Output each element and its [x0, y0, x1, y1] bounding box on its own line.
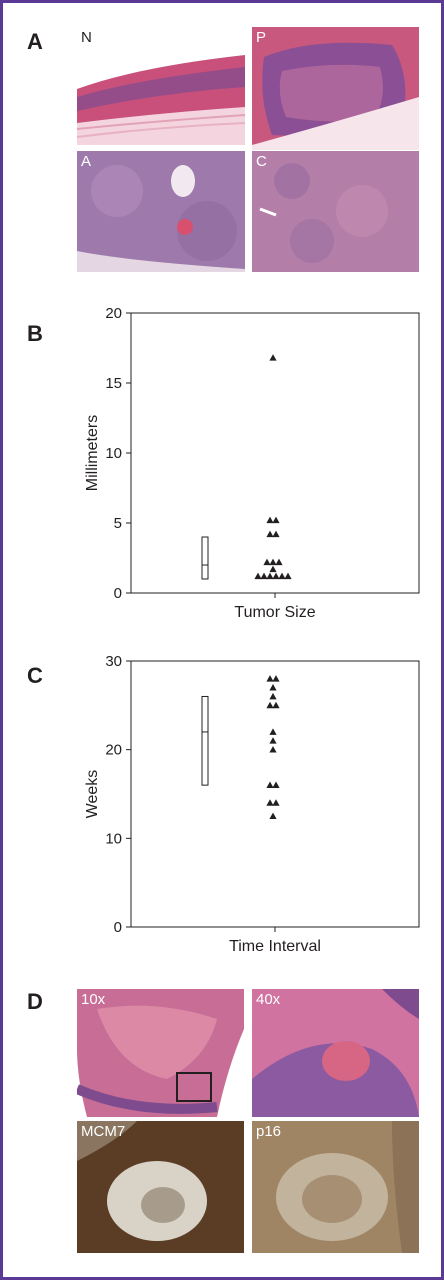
data-point	[275, 558, 283, 566]
time-interval-chart: 0 10 20 30 Time Interval Weeks	[84, 653, 420, 955]
micrograph-label: MCM7	[81, 1123, 126, 1140]
y-tick-label: 0	[114, 919, 122, 936]
micrograph-d-mcm7: MCM7	[77, 1121, 244, 1253]
data-point	[272, 799, 280, 806]
micrograph-d-10x-image	[77, 989, 244, 1117]
x-axis-label: Time Interval	[229, 938, 321, 955]
data-point	[269, 354, 277, 361]
micrograph-label: A	[81, 153, 92, 170]
data-point	[266, 781, 274, 789]
y-tick-label: 0	[114, 585, 122, 602]
data-point	[269, 692, 277, 700]
y-tick-label: 20	[105, 742, 122, 759]
micrograph-d-mcm7-image	[77, 1121, 244, 1253]
data-point	[272, 516, 280, 524]
x-axis-label: Tumor Size	[234, 604, 315, 621]
tumor-size-chart: 0 5 10 15 20 Tumor Size Millimeters	[84, 305, 420, 621]
range-box	[201, 695, 209, 786]
micrograph-a-papilloma-image	[252, 27, 419, 150]
micrograph-d-p16-image	[252, 1121, 419, 1253]
data-point	[266, 516, 274, 524]
data-point	[269, 737, 277, 744]
y-tick-label: 10	[105, 830, 122, 847]
panel-c-letter: C	[27, 663, 43, 688]
micrograph-a-normal: N	[77, 27, 245, 145]
micrograph-a-atypical-image	[77, 151, 245, 272]
micrograph-label: p16	[256, 1123, 282, 1140]
panel-b-letter: B	[27, 321, 43, 346]
data-point	[269, 728, 277, 735]
data-point	[269, 565, 277, 573]
y-tick-label: 30	[105, 653, 122, 670]
data-point	[272, 701, 280, 709]
zoom-region-box	[176, 1072, 212, 1102]
micrograph-a-normal-image	[77, 55, 245, 145]
micrograph-a-papilloma: P	[252, 27, 419, 150]
plot-area	[130, 660, 420, 928]
y-tick-label: 10	[105, 445, 122, 462]
micrograph-d-40x: 40x	[252, 989, 419, 1117]
data-point	[284, 572, 292, 580]
micrograph-label: C	[256, 153, 267, 170]
data-point	[266, 675, 274, 682]
micrograph-d-p16: p16	[252, 1121, 419, 1253]
micrograph-a-atypical: A	[77, 151, 245, 272]
range-box	[201, 536, 209, 580]
micrograph-a-carcinoma-image	[252, 151, 419, 272]
data-point	[272, 781, 280, 789]
data-point	[269, 746, 277, 753]
micrograph-label: N	[81, 29, 92, 46]
data-point	[266, 530, 274, 538]
y-axis-label: Weeks	[84, 770, 101, 819]
panel-a-letter: A	[27, 29, 43, 54]
y-tick-label: 5	[114, 515, 122, 532]
data-point	[266, 572, 274, 580]
data-point	[266, 799, 274, 806]
micrograph-label: P	[256, 29, 267, 46]
data-point	[272, 572, 280, 580]
data-point	[272, 530, 280, 538]
data-point	[263, 558, 271, 566]
y-tick-label: 15	[105, 375, 122, 392]
data-point	[278, 572, 286, 580]
data-point	[266, 701, 274, 709]
y-axis-label: Millimeters	[84, 415, 101, 491]
data-point	[269, 684, 277, 691]
micrograph-d-10x: 10x	[77, 989, 244, 1117]
data-point	[269, 558, 277, 566]
micrograph-label: 40x	[256, 991, 281, 1008]
data-point	[260, 572, 268, 580]
data-point	[272, 675, 280, 682]
panel-d-letter: D	[27, 989, 43, 1014]
micrograph-d-40x-image	[252, 989, 419, 1117]
micrograph-a-carcinoma: C	[252, 151, 419, 272]
data-point	[269, 812, 277, 820]
plot-area	[130, 312, 420, 594]
y-tick-label: 20	[105, 305, 122, 322]
micrograph-label: 10x	[81, 991, 106, 1008]
data-point	[254, 572, 262, 580]
